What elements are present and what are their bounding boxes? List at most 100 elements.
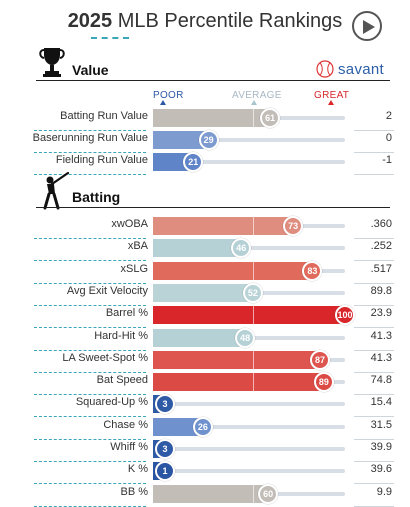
title-text: MLB Percentile Rankings <box>112 10 343 32</box>
percentile-badge: 89 <box>313 372 334 393</box>
batter-icon <box>43 172 70 210</box>
metric-value: 2 <box>385 110 392 122</box>
percentile-bar <box>153 484 269 503</box>
scale-average-tick <box>251 100 257 105</box>
row-divider <box>34 371 146 373</box>
value-divider <box>354 238 394 239</box>
percentile-track <box>153 160 345 164</box>
value-divider <box>354 371 394 373</box>
percentile-badge: 52 <box>242 282 263 303</box>
percentile-track <box>153 402 345 407</box>
metric-row: BB % 60 9.9 <box>0 482 410 507</box>
baseball-icon <box>316 60 334 78</box>
average-marker <box>253 484 254 503</box>
metric-value: 31.5 <box>370 418 392 431</box>
percentile-badge: 3 <box>155 394 175 415</box>
metric-label: Barrel % <box>105 307 148 320</box>
metric-value: .252 <box>370 240 392 253</box>
percentile-badge: 21 <box>183 152 204 172</box>
scale-poor-tick <box>160 100 166 105</box>
value-divider <box>354 304 394 306</box>
metric-label: Whiff % <box>110 441 148 453</box>
value-divider <box>354 438 394 440</box>
metric-label: LA Sweet-Spot % <box>62 351 148 364</box>
percentile-bar <box>153 350 321 369</box>
percentile-badge: 3 <box>155 439 175 459</box>
percentile-track <box>153 424 345 429</box>
metric-row: Chase % 26 31.5 <box>0 415 410 440</box>
percentile-track <box>153 447 345 451</box>
metric-value: .360 <box>370 218 392 230</box>
row-divider <box>34 304 146 306</box>
title-year: 2025 <box>67 10 113 32</box>
percentile-bar <box>153 328 246 347</box>
metric-label: Fielding Run Value <box>55 154 148 166</box>
metric-value: 41.3 <box>370 329 392 342</box>
metric-value: 74.8 <box>370 374 392 387</box>
metric-row: xBA 46 .252 <box>0 236 410 262</box>
section-rule-value <box>36 80 390 81</box>
scale-great-tick <box>328 100 334 105</box>
metric-value: .517 <box>370 262 392 275</box>
row-divider <box>34 483 146 485</box>
percentile-track <box>153 469 345 474</box>
value-divider <box>354 260 394 262</box>
percentile-bar <box>153 109 271 127</box>
trophy-icon <box>39 48 65 77</box>
percentile-badge: 60 <box>258 483 279 504</box>
percentile-badge: 73 <box>283 216 304 236</box>
metric-row: xSLG 83 .517 <box>0 259 410 284</box>
row-divider <box>34 505 146 507</box>
row-divider <box>34 349 146 351</box>
metric-value: 39.9 <box>370 441 392 453</box>
savant-label: savant <box>338 60 384 78</box>
percentile-badge: 83 <box>302 260 323 281</box>
metric-label: Bat Speed <box>96 374 148 387</box>
metric-row: Bat Speed 89 74.8 <box>0 370 410 396</box>
metric-value: 89.8 <box>370 284 392 297</box>
percentile-bar <box>153 239 242 258</box>
percentile-badge: 61 <box>260 108 281 128</box>
row-divider <box>34 461 146 462</box>
percentile-bar <box>153 217 294 235</box>
row-divider <box>34 260 146 262</box>
metric-value: 41.3 <box>370 351 392 364</box>
percentile-bar <box>153 417 203 436</box>
row-divider <box>34 174 146 175</box>
percentile-track <box>153 138 345 142</box>
metric-value: 39.6 <box>370 463 392 476</box>
average-marker <box>253 306 254 325</box>
percentile-badge: 26 <box>192 416 213 437</box>
scale-great-label: GREAT <box>314 90 350 101</box>
metric-row: LA Sweet-Spot % 87 41.3 <box>0 348 410 373</box>
metric-row: Hard-Hit % 48 41.3 <box>0 326 410 351</box>
metric-row: xwOBA 73 .360 <box>0 214 410 239</box>
metric-row: Squared-Up % 3 15.4 <box>0 392 410 418</box>
section-title-value: Value <box>72 62 109 78</box>
metric-label: xwOBA <box>111 218 148 230</box>
metric-value: -1 <box>382 154 392 166</box>
average-marker <box>253 217 254 235</box>
row-divider <box>34 394 146 396</box>
metric-row: Avg Exit Velocity 52 89.8 <box>0 281 410 306</box>
percentile-badge: 48 <box>235 327 256 348</box>
metric-label: Baserunning Run Value <box>32 132 148 144</box>
average-marker <box>253 373 254 392</box>
percentile-bar <box>153 306 345 325</box>
value-divider <box>354 394 394 396</box>
row-divider <box>34 130 146 131</box>
percentile-bar <box>153 131 209 149</box>
metric-row: Whiff % 3 39.9 <box>0 437 410 462</box>
metric-row: K % 1 39.6 <box>0 459 410 485</box>
percentile-bar <box>153 283 253 302</box>
percentile-badge: 46 <box>231 238 252 259</box>
percentile-bar <box>153 373 324 392</box>
row-divider <box>34 152 146 153</box>
value-divider <box>354 505 394 507</box>
percentile-badge: 100 <box>335 305 355 326</box>
metric-row: Fielding Run Value 21 -1 <box>0 150 410 175</box>
value-divider <box>354 416 394 418</box>
metric-label: BB % <box>120 485 148 498</box>
value-divider <box>354 174 394 175</box>
play-button[interactable] <box>352 11 382 41</box>
